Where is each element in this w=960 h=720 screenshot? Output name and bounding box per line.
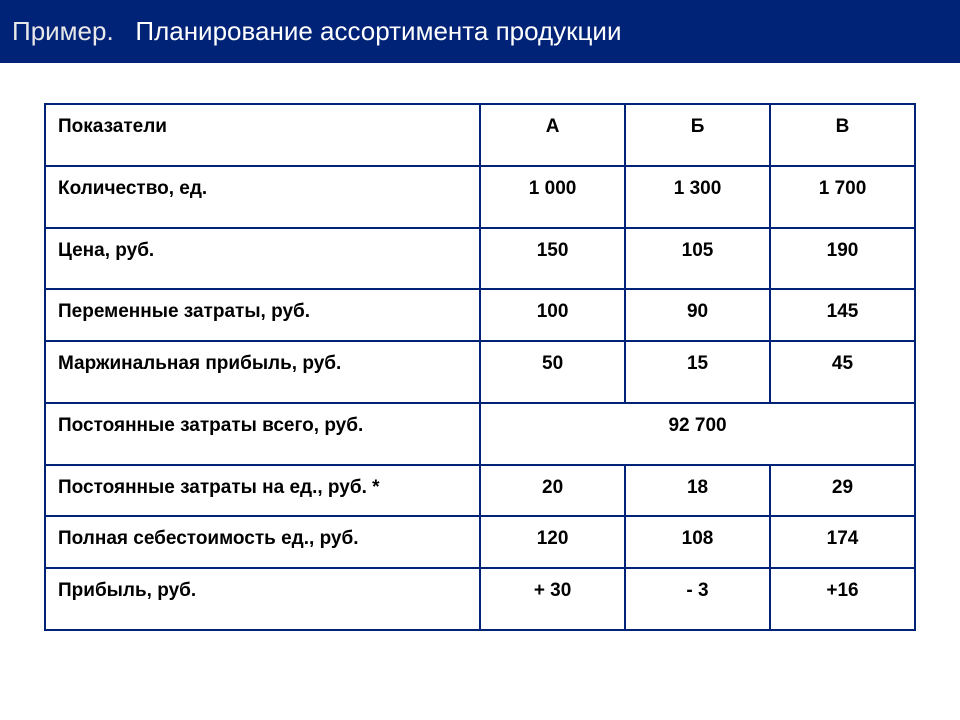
row-label: Количество, ед. [45, 166, 480, 228]
row-value-c: +16 [770, 568, 915, 630]
row-value-c: 174 [770, 516, 915, 568]
row-merged-value: 92 700 [480, 403, 915, 465]
table-row: Постоянные затраты на ед., руб. *201829 [45, 465, 915, 517]
row-value-a: 100 [480, 289, 625, 341]
row-value-a: 1 000 [480, 166, 625, 228]
row-value-b: 1 300 [625, 166, 770, 228]
row-value-a: 20 [480, 465, 625, 517]
table-row: Полная себестоимость ед., руб.120108174 [45, 516, 915, 568]
col-header-b: Б [625, 104, 770, 166]
col-header-c: В [770, 104, 915, 166]
row-value-a: 120 [480, 516, 625, 568]
row-value-c: 45 [770, 341, 915, 403]
table-row: Количество, ед.1 0001 3001 700 [45, 166, 915, 228]
table-row: Прибыль, руб.+ 30- 3+16 [45, 568, 915, 630]
col-header-a: А [480, 104, 625, 166]
assortment-table: Показатели А Б В Количество, ед.1 0001 3… [44, 103, 916, 631]
row-value-b: 108 [625, 516, 770, 568]
row-value-c: 190 [770, 228, 915, 290]
table-row: Переменные затраты, руб.10090145 [45, 289, 915, 341]
row-label: Переменные затраты, руб. [45, 289, 480, 341]
row-label: Полная себестоимость ед., руб. [45, 516, 480, 568]
row-value-a: + 30 [480, 568, 625, 630]
row-label: Постоянные затраты на ед., руб. * [45, 465, 480, 517]
page-title-bar: Пример. Планирование ассортимента продук… [0, 0, 960, 63]
table-row: Маржинальная прибыль, руб.501545 [45, 341, 915, 403]
row-value-c: 145 [770, 289, 915, 341]
table-row: Цена, руб.150105190 [45, 228, 915, 290]
row-value-b: - 3 [625, 568, 770, 630]
row-value-b: 90 [625, 289, 770, 341]
row-label: Цена, руб. [45, 228, 480, 290]
title-main: Планирование ассортимента продукции [135, 16, 621, 46]
row-label: Постоянные затраты всего, руб. [45, 403, 480, 465]
table-row: Постоянные затраты всего, руб.92 700 [45, 403, 915, 465]
row-value-a: 50 [480, 341, 625, 403]
table-header-row: Показатели А Б В [45, 104, 915, 166]
row-value-b: 18 [625, 465, 770, 517]
row-label: Маржинальная прибыль, руб. [45, 341, 480, 403]
row-label: Прибыль, руб. [45, 568, 480, 630]
col-header-label: Показатели [45, 104, 480, 166]
title-prefix: Пример. [12, 16, 114, 46]
table-body: Показатели А Б В Количество, ед.1 0001 3… [45, 104, 915, 630]
content-area: Показатели А Б В Количество, ед.1 0001 3… [0, 63, 960, 631]
row-value-c: 29 [770, 465, 915, 517]
row-value-a: 150 [480, 228, 625, 290]
row-value-c: 1 700 [770, 166, 915, 228]
row-value-b: 105 [625, 228, 770, 290]
row-value-b: 15 [625, 341, 770, 403]
